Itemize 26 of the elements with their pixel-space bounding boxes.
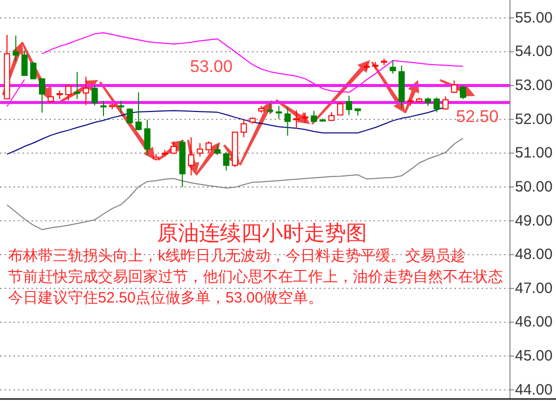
text: 原油连续四小时走势图 <box>157 221 367 245</box>
candlestick <box>100 100 107 116</box>
y-tick-label: 46.00 <box>515 314 553 331</box>
candlestick <box>179 139 186 188</box>
candlestick <box>188 136 194 176</box>
y-tick-label: 50.00 <box>515 178 553 196</box>
y-tick-label: 49.00 <box>515 212 553 230</box>
candlestick <box>12 35 19 62</box>
y-tick-label: 51.00 <box>515 144 553 162</box>
candlestick <box>284 107 291 136</box>
candlestick <box>346 95 352 116</box>
candlestick <box>293 110 300 129</box>
y-tick-label: 44.00 <box>515 381 553 398</box>
y-tick-label: 54.00 <box>515 43 553 60</box>
annotation: 布林带三轨拐头向上，k线昨日几无波动，今日料走势平缓。交易员趁节前赶快完成交易回家过节，他们心思不在工作上，油价走势自然不在状态 <box>8 248 503 286</box>
y-tick-label: 48.00 <box>515 246 553 264</box>
y-tick-label: 47.00 <box>515 280 553 297</box>
ref-line-label: 52.50 <box>456 106 499 126</box>
y-tick-label: 53.00 <box>515 77 553 94</box>
candlestick <box>82 76 90 106</box>
candlestick <box>240 118 247 138</box>
y-tick-label: 52.00 <box>515 110 553 128</box>
annotation: 今日建议守住52.50点位做多单，53.00做空单。 <box>8 290 324 306</box>
y-tick-label: 55.00 <box>515 9 553 26</box>
ref-line-label: 53.00 <box>190 57 233 76</box>
y-tick-label: 45.00 <box>515 348 553 365</box>
